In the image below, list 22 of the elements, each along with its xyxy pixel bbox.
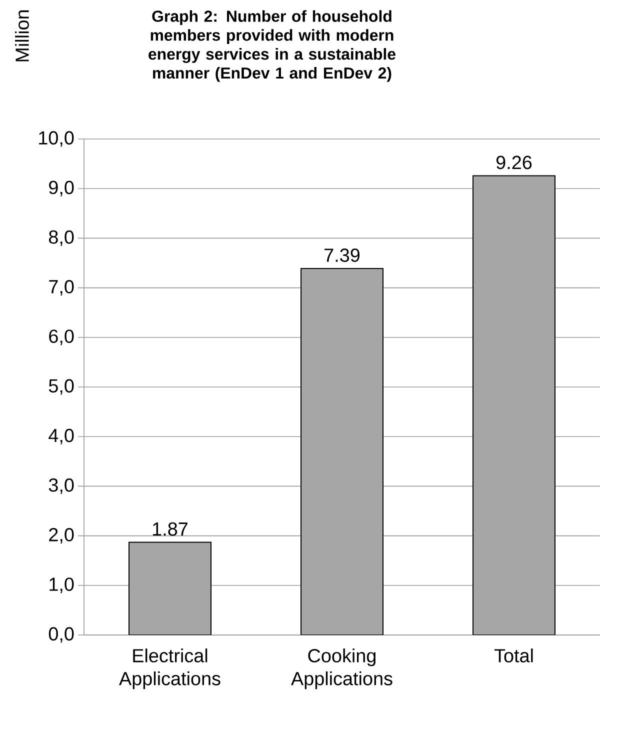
y-tick-label: 10,0: [39, 131, 74, 147]
y-tick-label: 9,0: [49, 180, 74, 196]
y-tick-label: 2,0: [49, 528, 74, 544]
y-tick-label: 1,0: [50, 578, 74, 594]
y-axis-title: Million: [15, 10, 29, 62]
y-tick-label: 0,0: [48, 627, 74, 643]
y-tick-label: 7,0: [49, 280, 74, 296]
x-tick-label: Cooking Applications: [290, 648, 392, 690]
x-tick-label: Total: [494, 648, 533, 662]
y-tick-label: 5,0: [48, 379, 74, 395]
bar: [128, 542, 212, 635]
chart-title: Graph 2: Number of household members provided with modern energy services in a sustainable manner (EnDev 1 and EnDev 2): [148, 10, 396, 82]
y-tick-label: 6,0: [49, 330, 74, 346]
data-label: 1.87: [153, 522, 188, 536]
y-tick-label: 8,0: [48, 230, 74, 246]
y-tick-label: 3,0: [48, 478, 74, 494]
data-label: 9.26: [496, 156, 532, 170]
bar: [300, 268, 384, 635]
y-tick-label: 4,0: [48, 428, 74, 444]
data-label: 7.39: [324, 248, 360, 262]
x-tick-label: Electrical Applications: [118, 648, 220, 690]
bar: [472, 175, 556, 635]
